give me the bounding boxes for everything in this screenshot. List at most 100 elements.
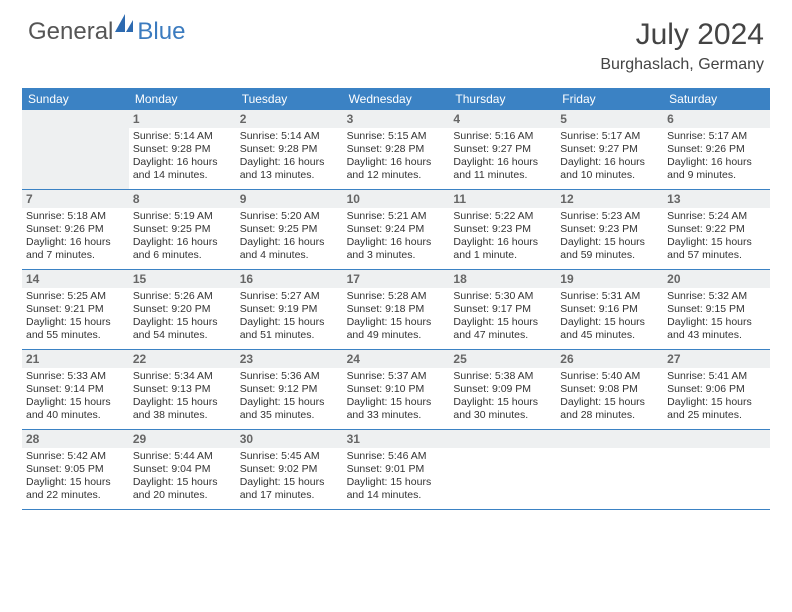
daylight-line: Daylight: 16 hours and 6 minutes. — [133, 236, 232, 262]
sunrise-line: Sunrise: 5:20 AM — [240, 210, 339, 223]
day-number: 4 — [449, 110, 556, 128]
sunset-line: Sunset: 9:13 PM — [133, 383, 232, 396]
daylight-line: Daylight: 15 hours and 38 minutes. — [133, 396, 232, 422]
day-cell: 20Sunrise: 5:32 AMSunset: 9:15 PMDayligh… — [663, 270, 770, 350]
day-info: Sunrise: 5:24 AMSunset: 9:22 PMDaylight:… — [667, 210, 766, 263]
day-info: Sunrise: 5:41 AMSunset: 9:06 PMDaylight:… — [667, 370, 766, 423]
sunset-line: Sunset: 9:28 PM — [240, 143, 339, 156]
sunset-line: Sunset: 9:28 PM — [133, 143, 232, 156]
weekday-header-tuesday: Tuesday — [236, 88, 343, 110]
day-info: Sunrise: 5:28 AMSunset: 9:18 PMDaylight:… — [347, 290, 446, 343]
day-info: Sunrise: 5:21 AMSunset: 9:24 PMDaylight:… — [347, 210, 446, 263]
sunrise-line: Sunrise: 5:16 AM — [453, 130, 552, 143]
day-info: Sunrise: 5:30 AMSunset: 9:17 PMDaylight:… — [453, 290, 552, 343]
sunrise-line: Sunrise: 5:23 AM — [560, 210, 659, 223]
logo: General Blue — [28, 18, 185, 46]
sunrise-line: Sunrise: 5:17 AM — [667, 130, 766, 143]
empty-cell — [449, 430, 556, 510]
day-info: Sunrise: 5:14 AMSunset: 9:28 PMDaylight:… — [240, 130, 339, 183]
sunrise-line: Sunrise: 5:32 AM — [667, 290, 766, 303]
daylight-line: Daylight: 15 hours and 59 minutes. — [560, 236, 659, 262]
sunset-line: Sunset: 9:14 PM — [26, 383, 125, 396]
sunset-line: Sunset: 9:22 PM — [667, 223, 766, 236]
sunset-line: Sunset: 9:28 PM — [347, 143, 446, 156]
day-info: Sunrise: 5:32 AMSunset: 9:15 PMDaylight:… — [667, 290, 766, 343]
sunrise-line: Sunrise: 5:42 AM — [26, 450, 125, 463]
daylight-line: Daylight: 15 hours and 20 minutes. — [133, 476, 232, 502]
daylight-line: Daylight: 15 hours and 33 minutes. — [347, 396, 446, 422]
sunrise-line: Sunrise: 5:27 AM — [240, 290, 339, 303]
day-number: 7 — [22, 190, 129, 208]
day-cell: 1Sunrise: 5:14 AMSunset: 9:28 PMDaylight… — [129, 110, 236, 190]
sail-icon — [113, 12, 135, 39]
day-info: Sunrise: 5:36 AMSunset: 9:12 PMDaylight:… — [240, 370, 339, 423]
day-number: 14 — [22, 270, 129, 288]
day-cell: 31Sunrise: 5:46 AMSunset: 9:01 PMDayligh… — [343, 430, 450, 510]
day-info: Sunrise: 5:42 AMSunset: 9:05 PMDaylight:… — [26, 450, 125, 503]
day-cell: 22Sunrise: 5:34 AMSunset: 9:13 PMDayligh… — [129, 350, 236, 430]
sunset-line: Sunset: 9:08 PM — [560, 383, 659, 396]
sunrise-line: Sunrise: 5:28 AM — [347, 290, 446, 303]
daylight-line: Daylight: 15 hours and 54 minutes. — [133, 316, 232, 342]
sunset-line: Sunset: 9:24 PM — [347, 223, 446, 236]
daylight-line: Daylight: 15 hours and 51 minutes. — [240, 316, 339, 342]
sunset-line: Sunset: 9:16 PM — [560, 303, 659, 316]
day-number: 27 — [663, 350, 770, 368]
daylight-line: Daylight: 15 hours and 43 minutes. — [667, 316, 766, 342]
day-cell: 4Sunrise: 5:16 AMSunset: 9:27 PMDaylight… — [449, 110, 556, 190]
day-cell: 15Sunrise: 5:26 AMSunset: 9:20 PMDayligh… — [129, 270, 236, 350]
day-number: 26 — [556, 350, 663, 368]
day-cell: 7 Sunrise: 5:18 AMSunset: 9:26 PMDaylight… — [22, 190, 129, 270]
sunrise-line: Sunrise: 5:31 AM — [560, 290, 659, 303]
day-number: 29 — [129, 430, 236, 448]
day-number: 22 — [129, 350, 236, 368]
sunset-line: Sunset: 9:04 PM — [133, 463, 232, 476]
day-number: 23 — [236, 350, 343, 368]
sunset-line: Sunset: 9:01 PM — [347, 463, 446, 476]
day-number: 31 — [343, 430, 450, 448]
day-number: 8 — [129, 190, 236, 208]
daylight-line: Daylight: 16 hours and 7 minutes. — [26, 236, 125, 262]
day-number: 19 — [556, 270, 663, 288]
sunset-line: Sunset: 9:21 PM — [26, 303, 125, 316]
daylight-line: Daylight: 15 hours and 57 minutes. — [667, 236, 766, 262]
daylight-line: Daylight: 16 hours and 10 minutes. — [560, 156, 659, 182]
day-info: Sunrise: 5:15 AMSunset: 9:28 PMDaylight:… — [347, 130, 446, 183]
daylight-line: Daylight: 15 hours and 17 minutes. — [240, 476, 339, 502]
day-cell: 19 Sunrise: 5:31 AMSunset: 9:16 PMDayligh… — [556, 270, 663, 350]
day-info: Sunrise: 5:37 AMSunset: 9:10 PMDaylight:… — [347, 370, 446, 423]
sunset-line: Sunset: 9:09 PM — [453, 383, 552, 396]
weekday-header-monday: Monday — [129, 88, 236, 110]
day-cell: 13 Sunrise: 5:24 AMSunset: 9:22 PMDayligh… — [663, 190, 770, 270]
day-number: 11 — [449, 190, 556, 208]
day-cell: 2Sunrise: 5:14 AMSunset: 9:28 PMDaylight… — [236, 110, 343, 190]
sunrise-line: Sunrise: 5:15 AM — [347, 130, 446, 143]
sunset-line: Sunset: 9:26 PM — [26, 223, 125, 236]
daylight-line: Daylight: 16 hours and 9 minutes. — [667, 156, 766, 182]
header: General Blue July 2024 Burghaslach, Germ… — [0, 0, 792, 82]
daylight-line: Daylight: 15 hours and 35 minutes. — [240, 396, 339, 422]
day-info: Sunrise: 5:17 AMSunset: 9:26 PMDaylight:… — [667, 130, 766, 183]
day-cell: 16Sunrise: 5:27 AMSunset: 9:19 PMDayligh… — [236, 270, 343, 350]
sunset-line: Sunset: 9:23 PM — [560, 223, 659, 236]
day-info: Sunrise: 5:18 AMSunset: 9:26 PMDaylight:… — [26, 210, 125, 263]
daylight-line: Daylight: 15 hours and 49 minutes. — [347, 316, 446, 342]
day-info: Sunrise: 5:17 AMSunset: 9:27 PMDaylight:… — [560, 130, 659, 183]
day-cell: 25Sunrise: 5:38 AMSunset: 9:09 PMDayligh… — [449, 350, 556, 430]
day-cell: 9Sunrise: 5:20 AMSunset: 9:25 PMDaylight… — [236, 190, 343, 270]
day-number-empty — [556, 430, 663, 448]
weekday-header-thursday: Thursday — [449, 88, 556, 110]
sunrise-line: Sunrise: 5:22 AM — [453, 210, 552, 223]
day-info: Sunrise: 5:23 AMSunset: 9:23 PMDaylight:… — [560, 210, 659, 263]
day-cell: 18Sunrise: 5:30 AMSunset: 9:17 PMDayligh… — [449, 270, 556, 350]
day-info: Sunrise: 5:44 AMSunset: 9:04 PMDaylight:… — [133, 450, 232, 503]
day-info: Sunrise: 5:31 AMSunset: 9:16 PMDaylight:… — [560, 290, 659, 343]
sunrise-line: Sunrise: 5:17 AM — [560, 130, 659, 143]
daylight-line: Daylight: 16 hours and 1 minute. — [453, 236, 552, 262]
empty-cell — [663, 430, 770, 510]
day-number: 13 — [663, 190, 770, 208]
day-cell: 29 Sunrise: 5:44 AMSunset: 9:04 PMDayligh… — [129, 430, 236, 510]
calendar: SundayMondayTuesdayWednesdayThursdayFrid… — [22, 88, 770, 510]
daylight-line: Daylight: 15 hours and 14 minutes. — [347, 476, 446, 502]
day-number-empty — [449, 430, 556, 448]
